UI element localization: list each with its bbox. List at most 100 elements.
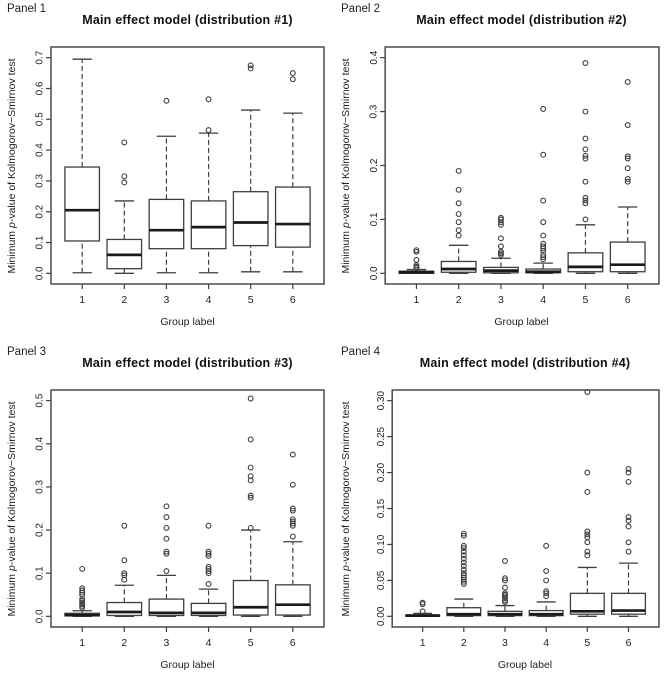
panel-2: Panel 2 Main effect model (distribution …	[334, 0, 669, 343]
svg-text:0.4: 0.4	[35, 143, 46, 157]
outlier-point	[497, 221, 504, 228]
svg-text:0.2: 0.2	[35, 204, 46, 218]
outlier-point	[247, 62, 254, 69]
outlier-point	[289, 516, 296, 523]
svg-text:1: 1	[79, 637, 85, 649]
svg-text:0.5: 0.5	[35, 112, 46, 126]
svg-text:2: 2	[456, 294, 462, 306]
outlier-point	[460, 545, 467, 551]
y-axis-label-italic-p: p	[340, 221, 352, 228]
outlier-point	[624, 176, 631, 182]
svg-text:0.3: 0.3	[35, 174, 46, 188]
outlier-point	[121, 570, 128, 577]
outlier-point	[584, 552, 591, 559]
outlier-point	[247, 473, 254, 480]
svg-text:5: 5	[248, 294, 254, 306]
outlier-point	[247, 492, 254, 499]
outlier-point	[625, 517, 632, 524]
outlier-point	[460, 530, 467, 537]
outlier-point	[79, 599, 86, 606]
svg-text:0.2: 0.2	[35, 523, 46, 537]
y-axis: 0.0 0.1 0.2 0.3 0.4 0.5	[35, 393, 51, 623]
outlier-point	[624, 78, 631, 85]
outlier-point	[460, 552, 467, 559]
y-axis-label-suffix: -value of Kolmogorov−Smirnov test	[6, 400, 18, 565]
box-group-2: 2	[106, 139, 143, 306]
outlier-point	[163, 524, 170, 531]
svg-text:0.7: 0.7	[35, 50, 46, 64]
outlier-point	[543, 542, 550, 549]
outlier-point	[582, 135, 589, 142]
y-axis: 0.0 0.1 0.2 0.3 0.4 0.5 0.6 0.7	[35, 50, 51, 280]
outlier-point	[419, 599, 426, 606]
outlier-point	[163, 568, 170, 574]
outlier-point	[121, 173, 128, 180]
outlier-point	[413, 247, 420, 254]
outlier-point	[460, 566, 467, 573]
box-group-3: 3	[487, 558, 523, 649]
svg-text:0.4: 0.4	[35, 436, 46, 450]
outlier-point	[625, 478, 632, 485]
y-axis-label-prefix: Minimum	[340, 227, 352, 274]
svg-text:3: 3	[164, 294, 170, 306]
x-axis-label: Group label	[160, 659, 215, 671]
outlier-point	[540, 151, 547, 158]
outlier-point	[584, 489, 591, 495]
outlier-point	[502, 558, 508, 564]
x-axis-label: Group label	[160, 316, 215, 328]
box-group-3: 3	[148, 503, 185, 649]
svg-text:0.4: 0.4	[369, 50, 380, 64]
outlier-point	[163, 97, 170, 104]
outlier-point	[205, 550, 212, 557]
outlier-point	[205, 565, 212, 572]
y-axis-label-italic-p: p	[6, 221, 18, 228]
outlier-point	[624, 178, 631, 185]
svg-text:4: 4	[543, 637, 549, 649]
y-axis: 0.0 0.1 0.2 0.3 0.4	[369, 50, 386, 280]
outlier-point	[584, 539, 591, 546]
svg-text:6: 6	[290, 637, 296, 649]
outlier-point	[502, 590, 508, 597]
outlier-point	[247, 464, 254, 471]
outlier-point	[584, 548, 591, 555]
outlier-point	[582, 200, 589, 207]
outlier-point	[543, 590, 550, 597]
outlier-point	[205, 127, 212, 134]
boxplot-canvas: 0.0 0.1 0.2 0.3 0.4 1 2 3 4 5 6	[369, 46, 660, 306]
outlier-point	[79, 587, 86, 594]
svg-text:3: 3	[502, 637, 508, 649]
y-axis-label: Minimum p-value of Kolmogorov−Smirnov te…	[340, 401, 352, 616]
svg-text:0.30: 0.30	[376, 391, 387, 411]
outlier-point	[247, 524, 254, 531]
outlier-point	[502, 577, 508, 584]
y-axis-label-prefix: Minimum	[340, 570, 352, 617]
svg-text:2: 2	[461, 637, 467, 649]
outlier-point	[497, 248, 504, 255]
outlier-point	[582, 152, 589, 159]
svg-text:4: 4	[206, 637, 212, 649]
box-group-5: 5	[567, 60, 604, 306]
outlier-point	[289, 481, 296, 488]
outlier-point	[624, 155, 631, 162]
outlier-point	[582, 60, 589, 67]
box-group-6: 6	[274, 70, 311, 306]
svg-text:3: 3	[164, 637, 170, 649]
outlier-point	[625, 523, 632, 530]
outlier-point	[582, 197, 589, 204]
outlier-point	[289, 76, 296, 83]
box-group-6: 6	[274, 451, 311, 649]
box-group-3: 3	[148, 97, 185, 306]
panel-label: Panel 3	[7, 346, 47, 358]
outlier-point	[460, 548, 467, 555]
outlier-point	[419, 608, 426, 615]
svg-text:0.6: 0.6	[35, 81, 46, 95]
panel-label: Panel 2	[341, 3, 381, 15]
outlier-point	[289, 533, 296, 540]
outlier-point	[163, 548, 170, 555]
box-group-4: 4	[190, 96, 227, 306]
svg-text:5: 5	[584, 637, 590, 649]
svg-text:1: 1	[420, 637, 426, 649]
outlier-point	[413, 256, 420, 263]
svg-text:5: 5	[248, 637, 254, 649]
